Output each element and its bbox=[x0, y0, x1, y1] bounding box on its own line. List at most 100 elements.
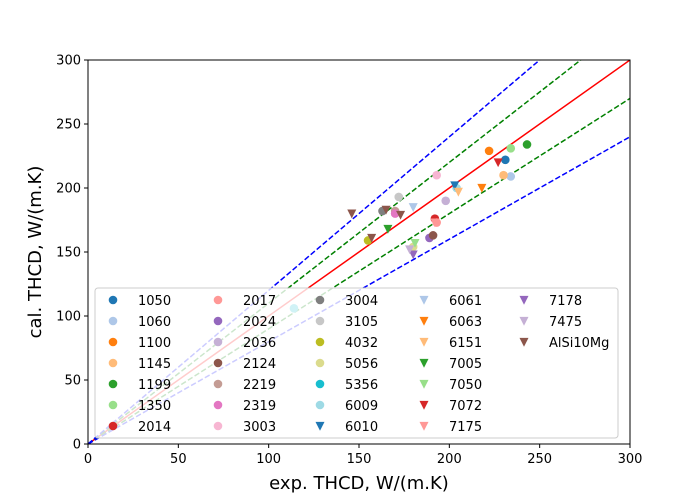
legend-item: 1100 bbox=[108, 336, 171, 351]
data-point bbox=[484, 146, 494, 156]
legend-item: 7175 bbox=[419, 420, 482, 435]
legend-item: 1350 bbox=[108, 399, 171, 414]
legend-marker bbox=[213, 337, 223, 347]
legend-marker bbox=[315, 316, 325, 326]
legend-label: 1100 bbox=[138, 336, 171, 351]
x-axis-title: exp. THCD, W/(m.K) bbox=[269, 473, 449, 494]
legend-item: 6063 bbox=[419, 315, 482, 330]
legend-item: 2124 bbox=[213, 357, 276, 372]
legend-item: 2319 bbox=[213, 399, 276, 414]
y-axis: 0 50 100 150 200 250 300 bbox=[56, 54, 88, 453]
legend-label: 2219 bbox=[243, 378, 276, 393]
legend-item: 1199 bbox=[108, 378, 171, 393]
data-point bbox=[441, 196, 451, 206]
x-axis: 0 50 100 150 200 250 300 bbox=[84, 444, 642, 467]
legend-marker bbox=[419, 358, 429, 368]
legend-item: 2014 bbox=[108, 420, 171, 435]
legend-label: 6010 bbox=[345, 420, 378, 435]
legend-label: 2024 bbox=[243, 315, 276, 330]
x-tick-label: 150 bbox=[347, 452, 372, 467]
legend-item: 1060 bbox=[108, 315, 171, 330]
legend-label: 1350 bbox=[138, 399, 171, 414]
data-point bbox=[499, 170, 508, 180]
legend-label: 2036 bbox=[243, 336, 276, 351]
legend-item: 1145 bbox=[108, 357, 171, 372]
legend-item: 6061 bbox=[419, 294, 482, 309]
legend-marker bbox=[419, 316, 429, 326]
legend-item: 7072 bbox=[419, 399, 482, 414]
x-tick-label: 100 bbox=[256, 452, 281, 467]
data-points bbox=[289, 140, 532, 313]
data-point bbox=[506, 172, 516, 181]
legend-marker bbox=[108, 337, 118, 347]
data-point bbox=[432, 170, 441, 180]
y-tick-label: 0 bbox=[73, 438, 81, 453]
legend-marker bbox=[108, 316, 118, 326]
legend-item: AlSi10Mg bbox=[519, 336, 609, 351]
legend-label: 1050 bbox=[138, 294, 171, 309]
legend-box bbox=[94, 287, 619, 439]
legend-label: 6009 bbox=[345, 399, 378, 414]
legend-marker bbox=[108, 379, 118, 389]
legend-label: 7005 bbox=[449, 357, 482, 372]
y-tick-label: 150 bbox=[56, 246, 81, 261]
legend-label: 7050 bbox=[449, 378, 482, 393]
legend: 1050 1060 1100 1145 1199 1350 2014 2017 2024 2036… bbox=[94, 287, 619, 439]
legend-item: 4032 bbox=[315, 336, 378, 351]
data-point bbox=[405, 245, 415, 255]
data-point bbox=[367, 233, 377, 243]
legend-marker bbox=[419, 421, 429, 431]
data-point bbox=[453, 187, 463, 197]
data-point bbox=[408, 250, 418, 260]
legend-label: 1145 bbox=[138, 357, 171, 372]
legend-marker bbox=[519, 337, 529, 347]
legend-marker bbox=[519, 295, 529, 305]
legend-marker bbox=[213, 358, 223, 368]
legend-marker bbox=[108, 421, 118, 431]
legend-item: 6009 bbox=[315, 399, 378, 414]
legend-item: 1050 bbox=[108, 294, 171, 309]
legend-marker bbox=[419, 400, 429, 410]
y-tick-label: 50 bbox=[64, 374, 81, 389]
legend-label: 6061 bbox=[449, 294, 482, 309]
legend-item: 3004 bbox=[315, 294, 378, 309]
legend-item: 3003 bbox=[213, 420, 276, 435]
y-tick-label: 100 bbox=[56, 310, 81, 325]
y-axis-title: cal. THCD, W/(m.K) bbox=[25, 166, 46, 339]
legend-label: 6151 bbox=[449, 336, 482, 351]
legend-item: 7005 bbox=[419, 357, 482, 372]
legend-label: 6063 bbox=[449, 315, 482, 330]
legend-marker bbox=[315, 337, 325, 347]
legend-item: 7050 bbox=[419, 378, 482, 393]
legend-label: 5356 bbox=[345, 378, 378, 393]
legend-item: 2036 bbox=[213, 336, 276, 351]
legend-marker bbox=[419, 379, 429, 389]
legend-label: 1199 bbox=[138, 378, 171, 393]
legend-marker bbox=[315, 295, 325, 305]
legend-label: 2017 bbox=[243, 294, 276, 309]
legend-item: 2017 bbox=[213, 294, 276, 309]
data-point bbox=[394, 192, 404, 202]
legend-item: 3105 bbox=[315, 315, 378, 330]
data-point bbox=[477, 183, 487, 193]
legend-marker bbox=[315, 421, 325, 431]
legend-marker bbox=[108, 295, 118, 305]
data-point bbox=[450, 181, 460, 191]
data-point bbox=[347, 209, 357, 219]
data-point bbox=[408, 203, 418, 212]
legend-item: 7178 bbox=[519, 294, 582, 309]
legend-marker bbox=[213, 421, 223, 431]
legend-marker bbox=[213, 316, 223, 326]
legend-label: 5056 bbox=[345, 357, 378, 372]
x-tick-label: 50 bbox=[170, 452, 187, 467]
y-tick-label: 200 bbox=[56, 182, 81, 197]
data-point bbox=[522, 140, 532, 149]
data-point bbox=[430, 218, 440, 228]
legend-label: 3004 bbox=[345, 294, 378, 309]
legend-item: 6151 bbox=[419, 336, 482, 351]
legend-marker bbox=[315, 358, 325, 368]
x-tick-label: 250 bbox=[527, 452, 552, 467]
legend-marker bbox=[213, 295, 223, 305]
data-point bbox=[381, 205, 391, 215]
